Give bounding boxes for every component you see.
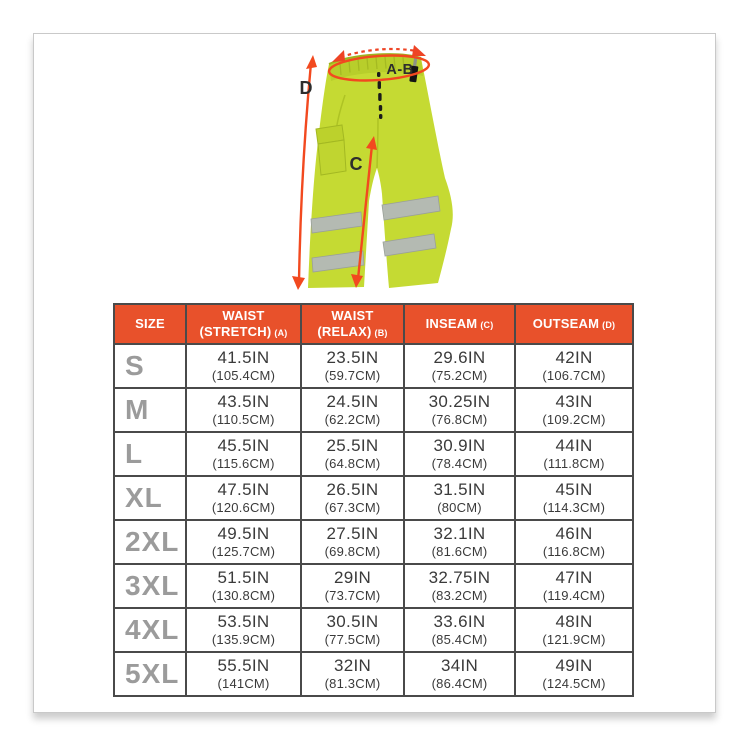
pants-body <box>308 54 453 289</box>
outseam-cell: 47IN (119.4CM) <box>514 563 634 609</box>
measurement-annotations: A-B C D <box>292 45 431 290</box>
table-row: L 45.5IN (115.6CM) 25.5IN (64.8CM) 30.9IN(… <box>113 431 634 477</box>
inseam-cell: 32.1IN (81.6CM) <box>403 519 516 565</box>
outseam-cell: 48IN (121.9CM) <box>514 607 634 653</box>
inseam-cell: 30.25IN (76.8CM) <box>403 387 516 433</box>
outseam-cell: 44IN (111.8CM) <box>514 431 634 477</box>
inseam-cell: 34IN (86.4CM) <box>403 651 516 697</box>
pants-waistband <box>329 54 423 81</box>
table-row: 2XL 49.5IN (125.7CM) 27.5IN (69.8CM) 32.1I… <box>113 519 634 565</box>
inseam-label: C <box>350 154 363 174</box>
waist-arc-arrowhead-left <box>332 50 345 62</box>
col-header-outseam: OUTSEAM (D) <box>514 303 634 345</box>
size-label: 2XL <box>113 519 187 565</box>
size-label: 3XL <box>113 563 187 609</box>
outseam-cell: 43IN (109.2CM) <box>514 387 634 433</box>
table-row: 3XL 51.5IN (130.8CM) 29IN (73.7CM) 32.75IN… <box>113 563 634 609</box>
table-row: M 43.5IN (110.5CM) 24.5IN (62.2CM) 30.25IN… <box>113 387 634 433</box>
outseam-arrow <box>297 62 313 282</box>
size-label: 5XL <box>113 651 187 697</box>
waist-label: A-B <box>386 62 413 78</box>
reflective-stripe-left-upper <box>310 211 363 234</box>
waist-relax-cell: 25.5IN (64.8CM) <box>300 431 405 477</box>
pants-illustration <box>308 53 453 289</box>
outseam-cell: 42IN (106.7CM) <box>514 343 634 389</box>
cargo-pocket-body <box>317 139 347 176</box>
size-label: M <box>113 387 187 433</box>
outseam-arrowhead-bottom <box>292 276 305 290</box>
outseam-cell: 45IN (114.3CM) <box>514 475 634 521</box>
waist-stretch-cell: 43.5IN (110.5CM) <box>185 387 302 433</box>
fly-snaps <box>377 72 383 119</box>
size-label: XL <box>113 475 187 521</box>
waist-relax-cell: 32IN (81.3CM) <box>300 651 405 697</box>
size-table: SIZE WAIST (STRETCH) (A) WAIST (RELAX) (B)… <box>113 303 634 697</box>
waist-relax-cell: 23.5IN (59.7CM) <box>300 343 405 389</box>
waist-relax-cell: 30.5IN (77.5CM) <box>300 607 405 653</box>
col-header-inseam: INSEAM (C) <box>403 303 516 345</box>
waist-relax-cell: 27.5IN (69.8CM) <box>300 519 405 565</box>
reflective-stripe-right-lower <box>382 233 437 257</box>
table-row: S 41.5IN (105.4CM) 23.5IN (59.7CM) 29.6IN(… <box>113 343 634 389</box>
inseam-cell: 30.9IN (78.4CM) <box>403 431 516 477</box>
waist-stretch-cell: 45.5IN (115.6CM) <box>185 431 302 477</box>
waist-measure-ellipse <box>327 54 431 82</box>
size-table-wrap: SIZE WAIST (STRETCH) (A) WAIST (RELAX) (B)… <box>113 303 634 697</box>
pants-diagram: A-B C D <box>292 45 453 290</box>
size-label: 4XL <box>113 607 187 653</box>
waist-stretch-cell: 55.5IN (141CM) <box>185 651 302 697</box>
outseam-cell: 49IN (124.5CM) <box>514 651 634 697</box>
waist-stretch-cell: 49.5IN (125.7CM) <box>185 519 302 565</box>
outseam-arrowhead-top <box>306 55 317 69</box>
table-row: 5XL 55.5IN (141CM) 32IN (81.3CM) 34IN (86.4… <box>113 651 634 697</box>
waist-stretch-cell: 41.5IN (105.4CM) <box>185 343 302 389</box>
inseam-cell: 33.6IN (85.4CM) <box>403 607 516 653</box>
outseam-label: D <box>300 78 313 98</box>
size-label: S <box>113 343 187 389</box>
waist-relax-cell: 26.5IN (67.3CM) <box>300 475 405 521</box>
fly-crease <box>376 117 379 169</box>
reflective-stripe-right-upper <box>381 195 441 221</box>
waist-stretch-cell: 51.5IN (130.8CM) <box>185 563 302 609</box>
col-header-waist-stretch: WAIST (STRETCH) (A) <box>185 303 302 345</box>
inseam-arrowhead-top <box>366 136 377 150</box>
waist-dashed-arc <box>340 47 418 59</box>
table-row: XL 47.5IN (120.6CM) 26.5IN (67.3CM) 31.5IN… <box>113 475 634 521</box>
col-header-size: SIZE <box>113 303 187 345</box>
table-row: 4XL 53.5IN (135.9CM) 30.5IN (77.5CM) 33.6I… <box>113 607 634 653</box>
inseam-arrowhead-bottom <box>351 274 363 288</box>
waist-relax-cell: 24.5IN (62.2CM) <box>300 387 405 433</box>
waist-relax-cell: 29IN (73.7CM) <box>300 563 405 609</box>
outseam-cell: 46IN (116.8CM) <box>514 519 634 565</box>
waist-stretch-cell: 47.5IN (120.6CM) <box>185 475 302 521</box>
inseam-cell: 32.75IN (83.2CM) <box>403 563 516 609</box>
inseam-cell: 31.5IN (80CM) <box>403 475 516 521</box>
inseam-cell: 29.6IN (75.2CM) <box>403 343 516 389</box>
header-row: SIZE WAIST (STRETCH) (A) WAIST (RELAX) (B)… <box>113 303 634 345</box>
inseam-arrow <box>356 144 374 280</box>
waist-stretch-cell: 53.5IN (135.9CM) <box>185 607 302 653</box>
col-header-waist-relax: WAIST (RELAX) (B) <box>300 303 405 345</box>
reflective-stripe-left-lower <box>311 250 365 273</box>
size-label: L <box>113 431 187 477</box>
waistband-gathers <box>339 56 405 76</box>
waist-arc-arrowhead-right <box>412 45 426 56</box>
